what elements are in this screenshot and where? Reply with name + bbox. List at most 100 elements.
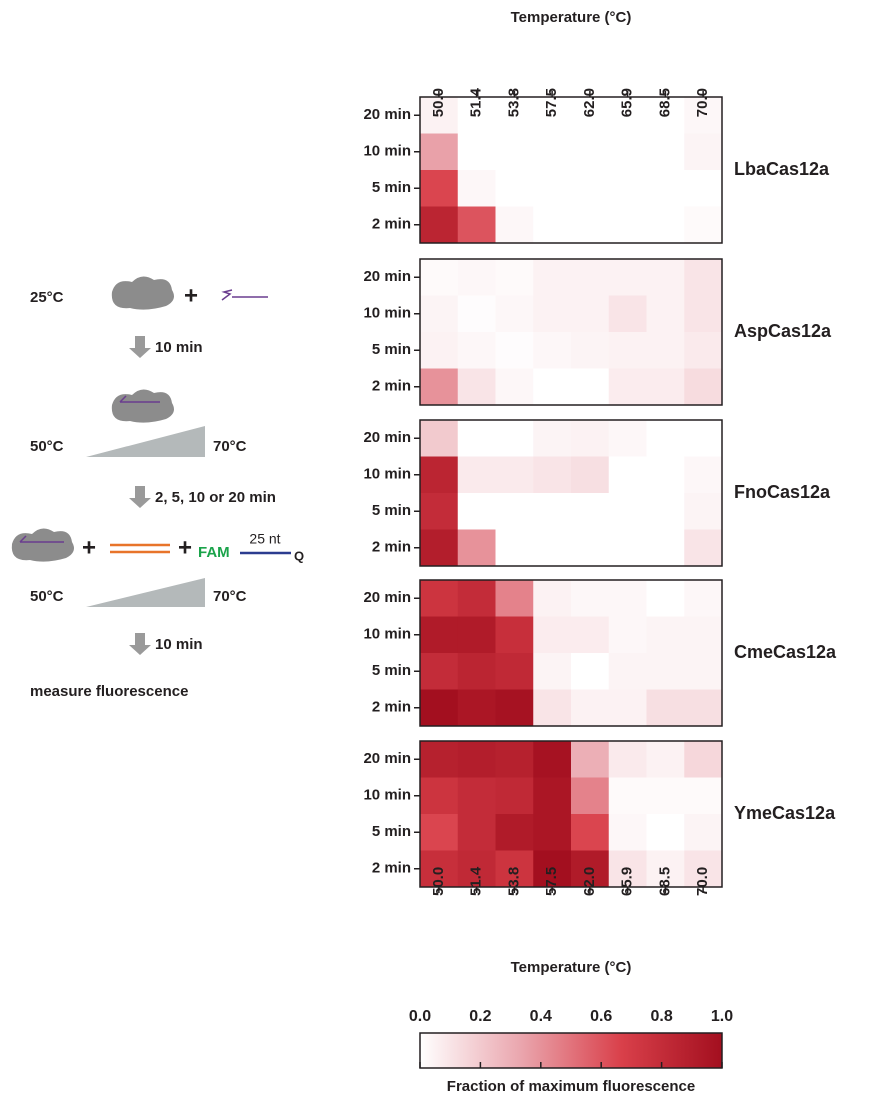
heat-cell [647, 457, 685, 494]
heat-cell [684, 332, 722, 369]
heat-cell [420, 814, 458, 851]
x-tick-label: 70.0 [694, 88, 711, 117]
heat-cell [458, 170, 496, 207]
figure: 25°C + 10 min 50°C 70°C 2, 5, 10 or 20 m… [0, 0, 875, 1096]
heat-cell [609, 259, 647, 296]
heat-cell [496, 369, 534, 406]
colorbar-title: Fraction of maximum fluorescence [447, 1078, 695, 1095]
heat-cell [609, 778, 647, 815]
heat-cell [458, 332, 496, 369]
heat-cell [533, 580, 571, 617]
heat-cell [647, 814, 685, 851]
schematic: 25°C + 10 min 50°C 70°C 2, 5, 10 or 20 m… [12, 276, 304, 700]
heat-cell [684, 690, 722, 727]
heat-cell [533, 653, 571, 690]
colorbar-tick-label: 0.2 [469, 1008, 491, 1025]
heat-cell [420, 530, 458, 567]
colorbar-tick-label: 1.0 [711, 1008, 733, 1025]
heat-cell [684, 369, 722, 406]
heat-cell [609, 580, 647, 617]
plus: + [178, 534, 192, 561]
x-tick-label: 50.0 [430, 867, 447, 896]
y-tick-label: 20 min [363, 589, 411, 606]
heat-cell [609, 741, 647, 778]
y-tick-label: 10 min [363, 626, 411, 643]
heat-cell [420, 332, 458, 369]
heat-cell [458, 617, 496, 654]
step3-time: 10 min [155, 636, 203, 653]
heat-cell [533, 778, 571, 815]
heat-cell [420, 741, 458, 778]
y-tick-label: 20 min [363, 429, 411, 446]
heat-cell [647, 332, 685, 369]
heat-cell [420, 207, 458, 244]
heat-cell [684, 814, 722, 851]
heat-cell [571, 493, 609, 530]
x-tick-label: 51.4 [468, 866, 485, 896]
heat-cell [647, 690, 685, 727]
panel-label: LbaCas12a [734, 159, 830, 179]
heat-cell [609, 814, 647, 851]
heat-cell [571, 580, 609, 617]
heat-cell [571, 814, 609, 851]
y-tick-label: 20 min [363, 750, 411, 767]
heat-cell [684, 778, 722, 815]
x-tick-label: 53.8 [505, 867, 522, 896]
heat-cell [647, 778, 685, 815]
heat-cell [458, 690, 496, 727]
heat-cell [533, 296, 571, 333]
x-tick-label: 57.5 [543, 867, 560, 896]
heat-cell [647, 259, 685, 296]
heat-cell [496, 457, 534, 494]
y-tick-label: 5 min [372, 662, 411, 679]
y-tick-label: 10 min [363, 305, 411, 322]
heat-cell [420, 617, 458, 654]
heat-cell [609, 207, 647, 244]
heat-cell [609, 369, 647, 406]
y-tick-label: 10 min [363, 143, 411, 160]
arrow [129, 633, 151, 655]
heat-cell [496, 134, 534, 171]
arrow [129, 336, 151, 358]
heat-cell [420, 653, 458, 690]
heat-cell [571, 617, 609, 654]
x-tick-label: 57.5 [543, 88, 560, 117]
heat-cell [420, 493, 458, 530]
heat-cell [609, 296, 647, 333]
heat-cell [420, 296, 458, 333]
heat-cell [533, 207, 571, 244]
heat-cell [609, 617, 647, 654]
heat-cell [533, 332, 571, 369]
plus: + [82, 534, 96, 561]
heat-cell [533, 741, 571, 778]
heat-cell [458, 296, 496, 333]
colorbar [420, 1033, 722, 1068]
gradient-start: 50°C [30, 438, 64, 455]
x-tick-label: 53.8 [505, 88, 522, 117]
heat-cell [458, 580, 496, 617]
heat-cell [647, 617, 685, 654]
heat-cell [496, 530, 534, 567]
heat-cell [458, 530, 496, 567]
heat-cell [496, 332, 534, 369]
heat-cell [609, 332, 647, 369]
heat-cell [647, 170, 685, 207]
y-tick-label: 5 min [372, 823, 411, 840]
heat-cell [496, 207, 534, 244]
step2-time: 2, 5, 10 or 20 min [155, 489, 276, 506]
heat-cell [496, 420, 534, 457]
step1-time: 10 min [155, 339, 203, 356]
heat-cell [647, 653, 685, 690]
heat-cell [458, 653, 496, 690]
heat-cell [647, 741, 685, 778]
y-tick-label: 2 min [372, 216, 411, 233]
heat-cell [496, 778, 534, 815]
heat-cell [609, 457, 647, 494]
x-tick-label: 68.5 [656, 867, 673, 896]
panel-label: FnoCas12a [734, 482, 831, 502]
heat-cell [684, 653, 722, 690]
y-tick-label: 20 min [363, 106, 411, 123]
heat-cell [684, 207, 722, 244]
quencher: Q [294, 548, 304, 563]
heat-cell [571, 530, 609, 567]
